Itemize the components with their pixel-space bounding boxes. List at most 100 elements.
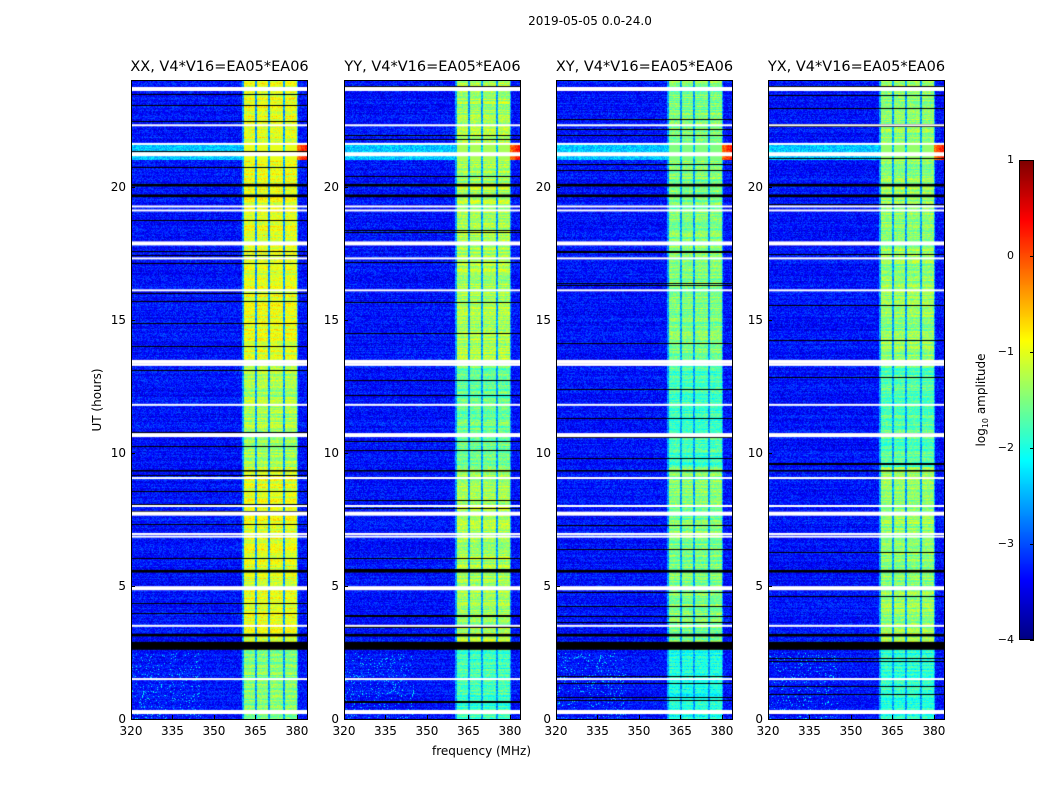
y-tick-label: 20 <box>747 179 763 194</box>
y-tick-label: 0 <box>118 712 126 726</box>
y-tick <box>344 186 348 188</box>
x-tick-label: 365 <box>244 724 267 738</box>
x-tick <box>426 715 428 719</box>
colorbar-tick <box>1030 352 1034 353</box>
x-tick-label: 365 <box>669 724 692 738</box>
x-tick-label: 335 <box>586 724 609 738</box>
y-axis-label: UT (hours) <box>90 368 104 432</box>
x-tick-label: 350 <box>627 724 651 738</box>
colorbar-tick-label: −2 <box>997 441 1014 454</box>
spectrogram-heatmap <box>131 80 308 719</box>
y-tick <box>556 585 560 587</box>
colorbar-tick-label: −3 <box>997 537 1014 550</box>
plot-frame <box>131 80 308 720</box>
y-tick-label: 10 <box>747 445 763 460</box>
x-tick <box>850 715 852 719</box>
x-tick <box>385 715 387 719</box>
y-tick <box>768 585 772 587</box>
colorbar-tick <box>1030 640 1034 641</box>
y-tick <box>556 186 560 188</box>
colorbar-tick <box>1030 256 1034 257</box>
x-tick <box>892 715 894 719</box>
spectrogram-heatmap <box>344 80 521 719</box>
y-tick-label: 10 <box>535 445 551 460</box>
y-tick-label: 20 <box>535 179 551 194</box>
x-tick <box>638 715 640 719</box>
x-tick-label: 320 <box>544 724 568 738</box>
plot-frame <box>556 80 733 720</box>
x-tick-label: 350 <box>415 724 439 738</box>
y-tick <box>344 585 348 587</box>
x-tick <box>344 715 345 719</box>
y-tick <box>768 452 772 454</box>
x-tick <box>597 715 599 719</box>
x-tick <box>680 715 682 719</box>
x-tick-label: 320 <box>756 724 780 738</box>
y-tick-label: 5 <box>118 578 126 593</box>
x-tick-label: 350 <box>202 724 226 738</box>
colorbar-tick-label: 0 <box>1007 249 1014 262</box>
y-tick-label: 15 <box>110 312 126 327</box>
y-tick <box>768 719 772 720</box>
x-tick <box>721 715 723 719</box>
x-axis-label: frequency (MHz) <box>432 744 532 758</box>
x-tick <box>468 715 470 719</box>
y-tick-label: 0 <box>755 712 763 726</box>
y-tick <box>344 319 348 321</box>
x-tick-label: 335 <box>161 724 184 738</box>
colorbar-tick <box>1030 160 1034 161</box>
y-tick <box>131 319 135 321</box>
plot-frame <box>768 80 945 720</box>
y-tick <box>556 719 560 720</box>
x-tick-label: 350 <box>839 724 863 738</box>
panel-title: YY, V4*V16=EA05*EA06 <box>344 59 521 75</box>
y-tick <box>344 452 348 454</box>
y-tick-label: 0 <box>331 712 339 726</box>
x-tick <box>556 715 557 719</box>
x-tick-label: 320 <box>332 724 356 738</box>
x-tick <box>933 715 935 719</box>
x-tick-label: 335 <box>798 724 821 738</box>
y-tick-label: 20 <box>323 179 339 194</box>
panel-title: XX, V4*V16=EA05*EA06 <box>130 59 309 75</box>
x-tick <box>509 715 511 719</box>
y-tick-label: 20 <box>110 179 126 194</box>
y-tick-label: 15 <box>747 312 763 327</box>
x-tick-label: 380 <box>710 724 734 738</box>
colorbar-tick <box>1030 544 1034 545</box>
x-tick-label: 380 <box>498 724 522 738</box>
plot-frame <box>344 80 521 720</box>
x-tick <box>131 715 132 719</box>
y-tick <box>131 186 135 188</box>
spectrogram-heatmap <box>556 80 733 719</box>
colorbar-gradient <box>1019 160 1034 640</box>
x-tick-label: 380 <box>922 724 946 738</box>
x-tick-label: 365 <box>881 724 904 738</box>
x-tick <box>296 715 298 719</box>
x-tick-label: 365 <box>457 724 480 738</box>
y-tick <box>344 719 348 720</box>
spectrogram-heatmap <box>768 80 945 719</box>
y-tick-label: 15 <box>535 312 551 327</box>
panel-title: XY, V4*V16=EA05*EA06 <box>555 59 734 75</box>
y-tick <box>556 452 560 454</box>
y-tick <box>131 452 135 454</box>
y-tick-label: 5 <box>331 578 339 593</box>
x-tick <box>172 715 174 719</box>
colorbar-tick-label: 1 <box>1007 153 1014 166</box>
x-tick <box>213 715 215 719</box>
y-tick <box>768 319 772 321</box>
figure-title: 2019-05-05 0.0-24.0 <box>528 14 652 28</box>
y-tick-label: 10 <box>110 445 126 460</box>
y-tick-label: 5 <box>755 578 763 593</box>
y-tick <box>131 585 135 587</box>
y-tick-label: 10 <box>323 445 339 460</box>
y-tick <box>768 186 772 188</box>
panel-title: YX, V4*V16=EA05*EA06 <box>767 59 946 75</box>
x-tick-label: 380 <box>285 724 309 738</box>
y-tick-label: 0 <box>543 712 551 726</box>
y-tick-label: 5 <box>543 578 551 593</box>
x-tick <box>809 715 811 719</box>
x-tick-label: 335 <box>374 724 397 738</box>
y-tick <box>556 319 560 321</box>
